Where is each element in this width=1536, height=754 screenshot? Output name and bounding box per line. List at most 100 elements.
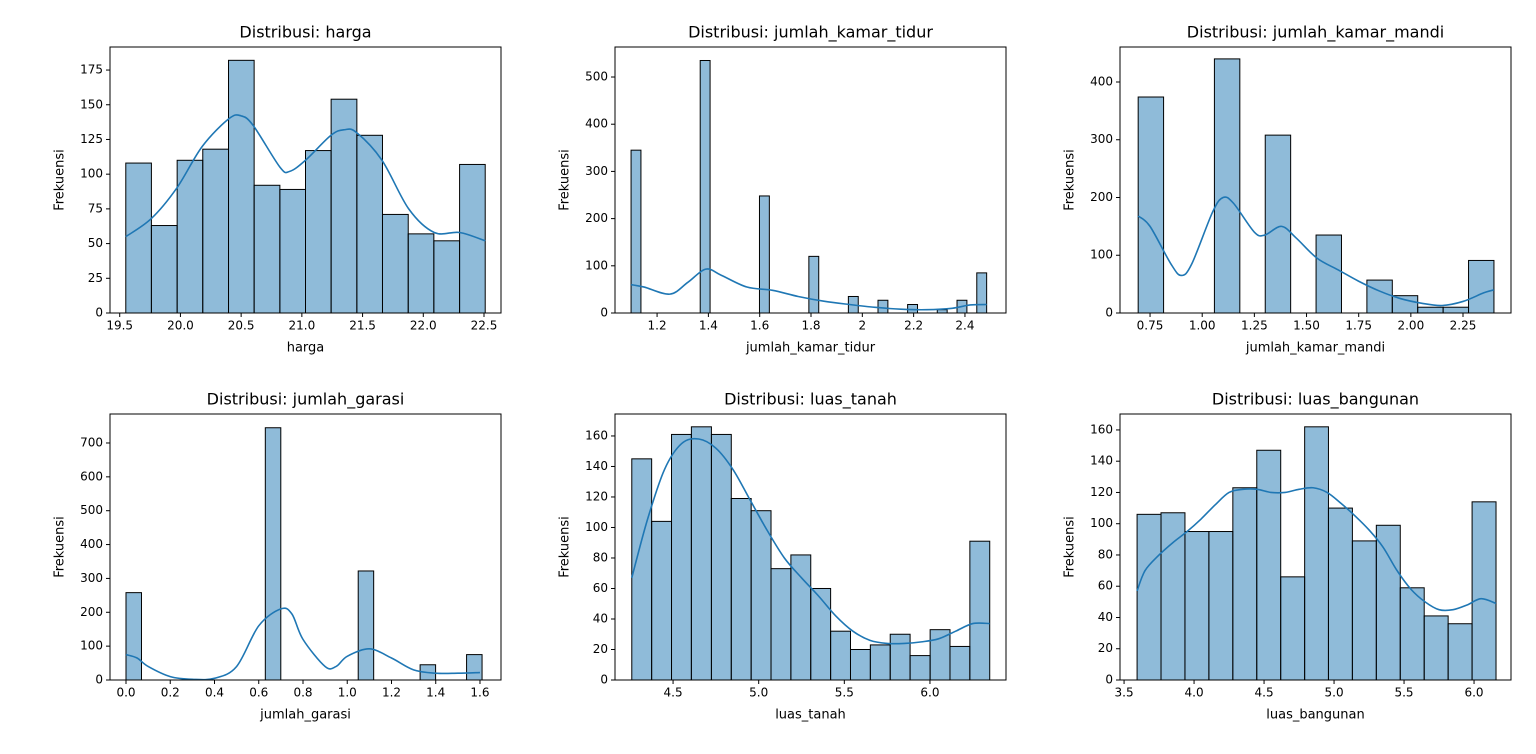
y-tick-label: 140 bbox=[585, 459, 608, 473]
x-tick-label: 5.5 bbox=[835, 686, 854, 700]
x-tick-label: 2.00 bbox=[1397, 319, 1424, 333]
bar bbox=[357, 570, 375, 681]
subplot: 4.5 5.0 5.5 6.0 0 20 40 60 80 100 120 140 160 Distrib… bbox=[558, 390, 1007, 723]
x-tick-label: 5.0 bbox=[1325, 686, 1344, 700]
axes-frame bbox=[614, 46, 1007, 314]
y-axis-label: Frekuensi bbox=[558, 149, 573, 211]
y-tick-label: 150 bbox=[80, 97, 103, 111]
bar bbox=[969, 540, 991, 681]
kde-line bbox=[1137, 196, 1495, 307]
x-axis-label: harga bbox=[287, 341, 325, 356]
x-tick-label: 1.6 bbox=[470, 686, 489, 700]
bar bbox=[150, 225, 178, 314]
y-tick-label: 100 bbox=[585, 520, 608, 534]
x-tick-label: 1.4 bbox=[426, 686, 445, 700]
x-tick-label: 1.2 bbox=[648, 319, 667, 333]
bar bbox=[849, 648, 871, 681]
y-tick-label: 0 bbox=[1105, 306, 1113, 320]
bar bbox=[1208, 531, 1234, 681]
bar bbox=[1136, 513, 1162, 681]
x-tick-label: 0.0 bbox=[116, 686, 135, 700]
x-axis-label: luas_bangunan bbox=[1266, 708, 1364, 723]
kde-line bbox=[125, 114, 486, 242]
x-tick-label: 2.25 bbox=[1450, 319, 1477, 333]
axes-frame bbox=[109, 413, 502, 681]
x-tick-label: 20.0 bbox=[167, 319, 194, 333]
bar bbox=[808, 255, 820, 314]
y-tick-label: 0 bbox=[600, 673, 608, 687]
y-tick-label: 125 bbox=[80, 132, 103, 146]
y-tick-label: 120 bbox=[585, 489, 608, 503]
x-tick-label: 1.8 bbox=[801, 319, 820, 333]
x-tick-label: 0.8 bbox=[293, 686, 312, 700]
y-tick-label: 80 bbox=[593, 550, 608, 564]
bar bbox=[1232, 487, 1258, 681]
bar bbox=[1423, 615, 1449, 681]
bar bbox=[810, 587, 832, 681]
bar bbox=[1399, 587, 1425, 681]
x-tick-label: 20.5 bbox=[228, 319, 255, 333]
y-tick-label: 200 bbox=[80, 605, 103, 619]
chart-title: Distribusi: luas_tanah bbox=[724, 390, 897, 410]
y-tick-label: 100 bbox=[80, 639, 103, 653]
x-tick-label: 1.00 bbox=[1189, 319, 1216, 333]
x-tick-label: 5.0 bbox=[749, 686, 768, 700]
y-tick-label: 75 bbox=[88, 201, 103, 215]
kde-line bbox=[125, 607, 481, 681]
x-tick-label: 3.5 bbox=[1115, 686, 1134, 700]
bar bbox=[869, 644, 891, 681]
x-tick-label: 4.5 bbox=[664, 686, 683, 700]
x-tick-label: 0.6 bbox=[249, 686, 268, 700]
bar bbox=[1366, 279, 1393, 314]
x-tick-label: 1.25 bbox=[1241, 319, 1268, 333]
x-tick-label: 0.2 bbox=[161, 686, 180, 700]
y-tick-label: 20 bbox=[593, 642, 608, 656]
y-tick-label: 100 bbox=[80, 167, 103, 181]
x-tick-label: 6.0 bbox=[1464, 686, 1483, 700]
bar bbox=[253, 184, 281, 314]
bar bbox=[264, 427, 282, 681]
y-axis-label: Frekuensi bbox=[1063, 149, 1078, 211]
y-tick-label: 20 bbox=[1098, 641, 1113, 655]
x-tick-label: 0.75 bbox=[1137, 319, 1164, 333]
bar bbox=[279, 188, 306, 314]
bar bbox=[1304, 426, 1329, 681]
bar bbox=[1391, 295, 1419, 314]
bar bbox=[1417, 306, 1444, 314]
y-tick-label: 100 bbox=[1090, 248, 1113, 262]
y-tick-label: 200 bbox=[585, 211, 608, 225]
bar bbox=[1213, 58, 1241, 314]
bar bbox=[671, 433, 692, 681]
chart-title: Distribusi: jumlah_garasi bbox=[207, 390, 405, 410]
bar bbox=[1280, 576, 1306, 681]
bar bbox=[889, 633, 911, 681]
bar bbox=[830, 630, 851, 681]
bar bbox=[699, 59, 711, 314]
y-tick-label: 400 bbox=[585, 117, 608, 131]
subplot: 19.5 20.0 20.5 21.0 21.5 22.0 22.5 0 25 50 75 100 12… bbox=[53, 23, 502, 356]
x-tick-label: 1.2 bbox=[382, 686, 401, 700]
y-tick-label: 0 bbox=[95, 306, 103, 320]
y-tick-label: 175 bbox=[80, 63, 103, 77]
x-tick-label: 22.0 bbox=[410, 319, 437, 333]
y-tick-label: 160 bbox=[585, 428, 608, 442]
y-tick-label: 300 bbox=[585, 164, 608, 178]
y-tick-label: 50 bbox=[88, 236, 103, 250]
bar bbox=[949, 645, 971, 681]
kde-line bbox=[630, 268, 987, 311]
y-tick-label: 300 bbox=[80, 571, 103, 585]
x-tick-label: 0.4 bbox=[205, 686, 224, 700]
x-tick-label: 21.5 bbox=[349, 319, 376, 333]
y-tick-label: 500 bbox=[585, 70, 608, 84]
axes-frame bbox=[1119, 413, 1512, 681]
y-axis-label: Frekuensi bbox=[1063, 516, 1078, 578]
x-axis-label: jumlah_garasi bbox=[259, 708, 351, 723]
bar bbox=[356, 134, 383, 314]
y-tick-label: 600 bbox=[80, 469, 103, 483]
y-tick-label: 0 bbox=[95, 673, 103, 687]
axes-frame bbox=[109, 46, 502, 314]
bar bbox=[1442, 306, 1470, 314]
y-tick-label: 40 bbox=[593, 611, 608, 625]
kde-line bbox=[631, 437, 990, 645]
